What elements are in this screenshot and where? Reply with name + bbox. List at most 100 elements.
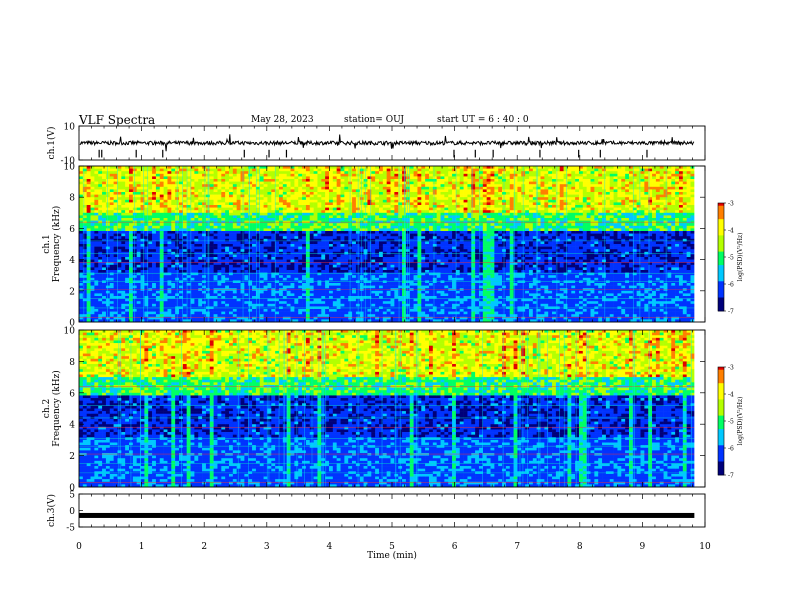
spectrogram-cell [129, 202, 134, 206]
spectrogram-cell [340, 168, 345, 172]
spectrogram-cell [363, 244, 368, 247]
spectrogram-cell [328, 275, 334, 279]
spectrogram-cell [140, 241, 145, 245]
spectrogram-cell [90, 181, 95, 185]
spectrogram-cell [209, 189, 214, 193]
spectrogram-cell [275, 270, 280, 273]
spectrogram-cell [336, 238, 341, 242]
spectrogram-cell [144, 272, 149, 276]
spectrogram-cell [386, 192, 391, 195]
spectrogram-cell [236, 238, 241, 242]
spectrogram-cell [171, 179, 176, 182]
spectrogram-cell [302, 316, 307, 320]
spectrogram-cell [252, 301, 257, 305]
spectrogram-cell [321, 254, 326, 258]
spectrogram-cell [375, 166, 380, 169]
spectrogram-cell [248, 288, 253, 292]
spectrogram-cell [94, 238, 99, 242]
spectrogram-cell [221, 316, 226, 320]
spectrogram-cell [105, 189, 111, 193]
spectrogram-cell [102, 272, 107, 276]
spectrogram-cell [286, 210, 291, 214]
spectrogram-cell [248, 319, 253, 323]
spectrogram-cell [190, 197, 195, 201]
spectrogram-cell [363, 194, 368, 198]
spectrogram-cell [232, 205, 237, 208]
spectrogram-cell [271, 212, 276, 216]
spectrogram-cell [267, 257, 272, 260]
spectrogram-cell [382, 272, 387, 276]
spectrogram-cell [259, 246, 264, 250]
spectrogram-cell [213, 166, 218, 169]
spectrogram-cell [167, 210, 172, 214]
spectrogram-cell [190, 275, 195, 279]
spectrogram-cell [213, 184, 218, 188]
spectrogram-cell [190, 181, 195, 185]
spectrogram-cell [140, 246, 145, 250]
spectrogram-cell [375, 184, 380, 188]
spectrogram-cell [290, 197, 295, 201]
spectrogram-cell [340, 179, 345, 182]
spectrogram-cell [236, 228, 241, 232]
spectrogram-cell [228, 199, 234, 203]
spectrogram-cell [194, 233, 199, 237]
spectrogram-cell [278, 264, 284, 268]
spectrogram-cell [309, 197, 314, 201]
spectrogram-cell [371, 218, 376, 221]
spectrogram-cell [79, 262, 84, 266]
spectrogram-cell [102, 225, 107, 229]
spectrogram-cell [263, 272, 268, 276]
spectrogram-cell [171, 249, 176, 253]
spectrogram-cell [86, 314, 91, 318]
spectrogram-cell [271, 293, 276, 297]
spectrogram-cell [152, 275, 157, 279]
spectrogram-cell [217, 210, 222, 214]
spectrogram-cell [167, 218, 172, 221]
spectrogram-cell [378, 316, 384, 320]
spectrogram-cell [194, 179, 199, 182]
spectrogram-cell [302, 290, 307, 294]
spectrogram-cell [302, 192, 307, 195]
spectrogram-cell [171, 189, 176, 193]
spectrogram-cell [94, 205, 99, 208]
spectrogram-cell [252, 184, 257, 188]
spectrogram-cell [367, 301, 372, 305]
spectrogram-cell [352, 202, 357, 206]
spectrogram-cell [190, 194, 195, 198]
spectrogram-cell [148, 259, 153, 263]
spectrogram-cell [136, 285, 141, 289]
spectrogram-cell [309, 166, 314, 169]
spectrogram-cell [336, 298, 341, 302]
spectrogram-cell [86, 254, 91, 258]
spectrogram-cell [190, 238, 195, 242]
spectrogram-cell [121, 228, 126, 232]
spectrogram-cell [294, 285, 299, 289]
spectrogram-cell [171, 199, 176, 203]
spectrogram-cell [228, 194, 234, 198]
spectrogram-cell [225, 264, 230, 268]
spectrogram-cell [82, 194, 87, 198]
spectrogram-cell [228, 197, 234, 201]
spectrogram-cell [278, 231, 284, 234]
spectrogram-cell [179, 270, 184, 273]
spectrogram-cell [136, 311, 141, 315]
spectrogram-cell [79, 259, 84, 263]
spectrogram-cell [228, 319, 234, 323]
spectrogram-cell [182, 176, 187, 180]
spectrogram-cell [267, 290, 272, 294]
spectrogram-cell [228, 166, 234, 169]
spectrogram-cell [167, 225, 172, 229]
spectrogram-cell [340, 290, 345, 294]
spectrogram-cell [294, 231, 299, 234]
spectrogram-cell [228, 228, 234, 232]
spectrogram-cell [286, 228, 291, 232]
spectrogram-cell [390, 171, 395, 175]
spectrogram-cell [259, 238, 264, 242]
spectrogram-cell [336, 254, 341, 258]
spectrogram-cell [240, 254, 245, 258]
spectrogram-cell [221, 173, 226, 177]
spectrogram-cell [317, 303, 322, 307]
spectrogram-cell [217, 218, 222, 221]
spectrogram-cell [267, 272, 272, 276]
spectrogram-cell [317, 257, 322, 260]
